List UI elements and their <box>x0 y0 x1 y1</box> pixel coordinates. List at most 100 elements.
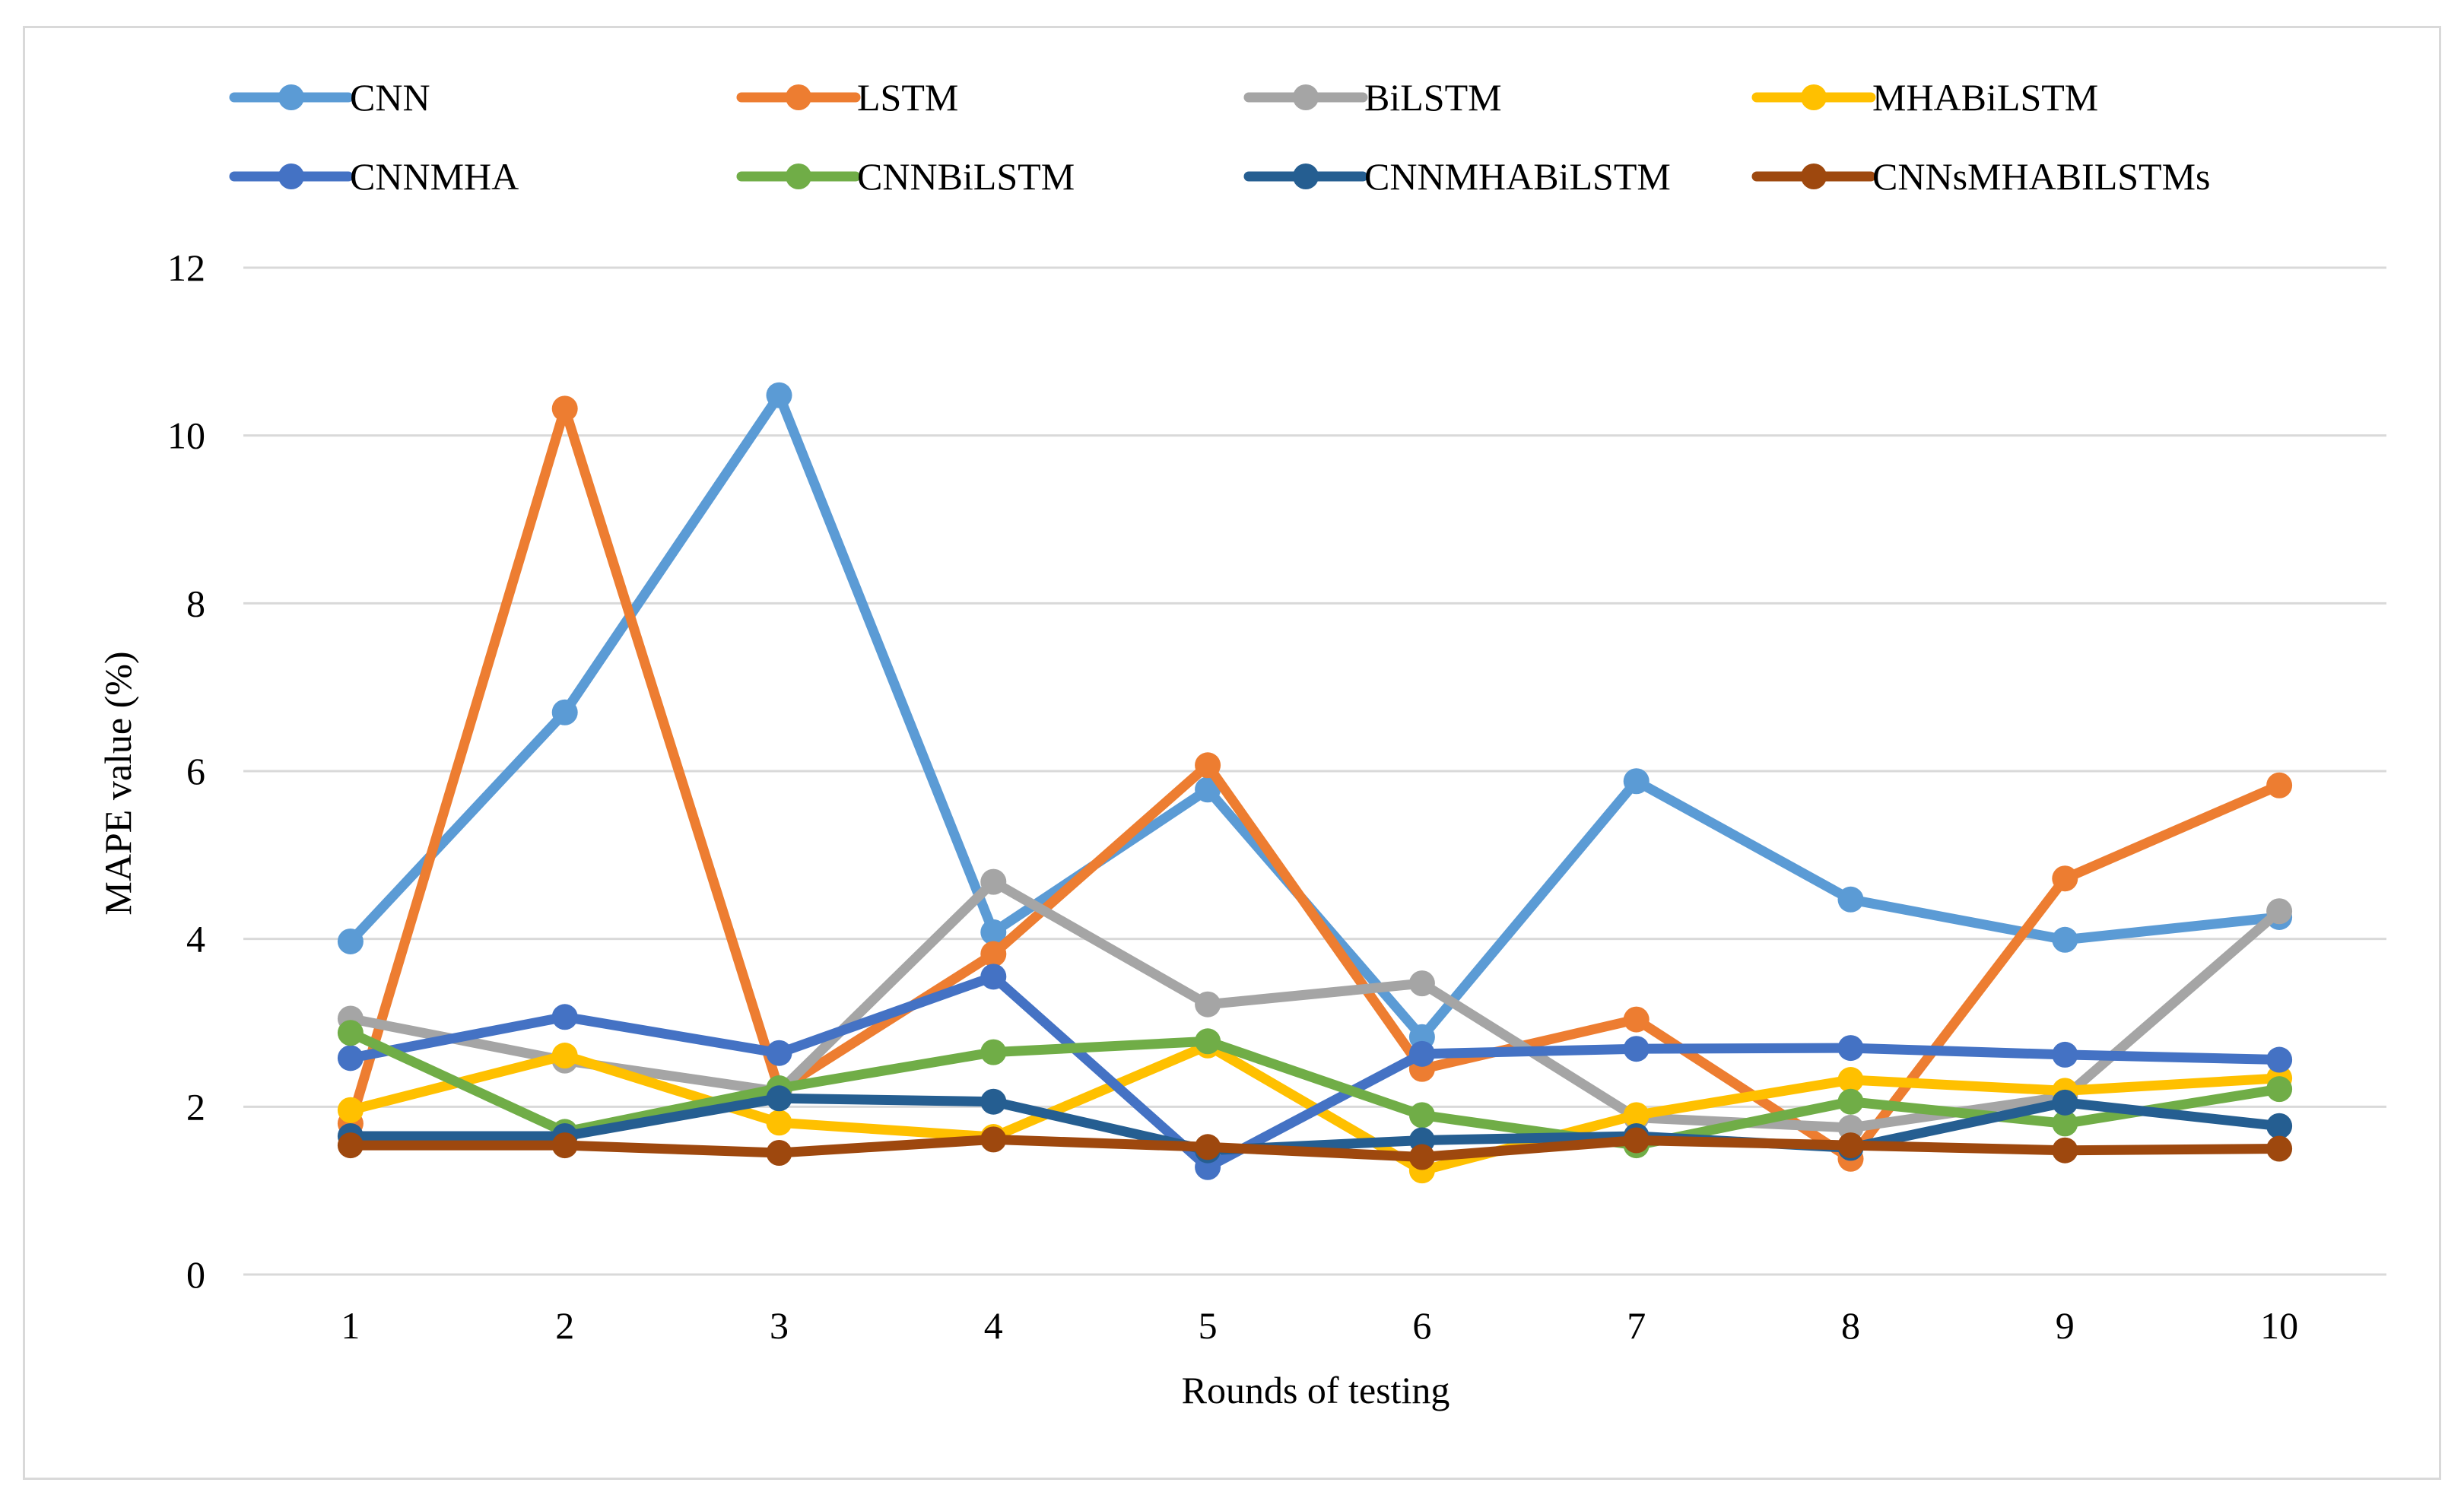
legend-item-cnn: CNN <box>229 76 430 119</box>
data-point <box>980 919 1007 945</box>
series-line <box>345 1134 2285 1163</box>
data-point <box>766 382 792 408</box>
x-tick-label: 7 <box>1627 1304 1646 1347</box>
series-cnn <box>337 382 2293 1050</box>
legend: CNN LSTM BiLSTM MHABiLSTM CNNMHA CNNBiLSTM CNN… <box>229 76 2211 198</box>
data-point <box>2052 1110 2078 1137</box>
x-tick-label: 2 <box>555 1304 574 1347</box>
series-cnnsmhabilstms <box>337 1126 2293 1170</box>
legend-swatch-marker <box>786 84 811 110</box>
legend-label: MHABiLSTM <box>1872 76 2098 119</box>
data-point <box>2052 1137 2078 1164</box>
legend-swatch-marker <box>1293 84 1319 110</box>
data-point <box>1408 1144 1435 1170</box>
data-point <box>551 1004 578 1030</box>
x-tick-label: 10 <box>2260 1304 2298 1347</box>
data-point <box>1623 1036 1650 1062</box>
y-axis-title: MAPE value (%) <box>97 651 139 915</box>
data-point <box>766 1110 792 1136</box>
data-point <box>1195 1134 1221 1160</box>
legend-label: CNNBiLSTM <box>857 155 1075 198</box>
data-point <box>1837 1132 1864 1159</box>
data-point <box>1623 1102 1650 1129</box>
data-point <box>1837 1035 1864 1062</box>
data-point <box>1408 1040 1435 1067</box>
x-tick-label: 5 <box>1199 1304 1218 1347</box>
data-point <box>980 868 1007 895</box>
legend-item-lstm: LSTM <box>736 76 958 119</box>
legend-swatch-marker <box>1801 84 1827 110</box>
data-point <box>2052 926 2078 953</box>
data-point <box>980 941 1007 967</box>
data-point <box>980 964 1007 990</box>
data-point <box>2266 1046 2293 1073</box>
series-line <box>345 971 2285 1173</box>
data-point <box>337 1045 364 1071</box>
legend-label: CNN <box>350 76 430 119</box>
y-tick-label: 10 <box>167 414 205 457</box>
legend-label: LSTM <box>857 76 958 119</box>
data-point <box>2266 1113 2293 1139</box>
data-point <box>1195 1028 1221 1055</box>
data-point <box>1195 991 1221 1018</box>
legend-swatch-marker <box>278 84 304 110</box>
y-tick-label: 0 <box>186 1253 205 1296</box>
data-point <box>337 928 364 954</box>
x-axis-ticks: 1 2 3 4 5 6 7 8 9 10 <box>341 1304 2298 1347</box>
data-point <box>2052 1041 2078 1068</box>
data-point <box>766 1040 792 1066</box>
x-tick-label: 1 <box>341 1304 360 1347</box>
legend-swatch-marker <box>786 163 811 189</box>
series-cnnmha <box>337 964 2293 1180</box>
data-point <box>1837 886 1864 913</box>
series-line <box>345 403 2285 1164</box>
data-point <box>980 1126 1007 1153</box>
data-point <box>1837 1088 1864 1115</box>
data-point <box>337 1097 364 1123</box>
data-point <box>1623 1006 1650 1033</box>
data-point <box>337 1132 364 1159</box>
x-tick-label: 9 <box>2056 1304 2075 1347</box>
data-point <box>980 1088 1007 1115</box>
data-point <box>1623 1127 1650 1154</box>
legend-item-cnnbilstm: CNNBiLSTM <box>736 155 1075 198</box>
data-point <box>551 1132 578 1159</box>
data-point <box>2266 898 2293 925</box>
legend-label: CNNMHABiLSTM <box>1364 155 1671 198</box>
legend-item-cnnmha: CNNMHA <box>229 155 519 198</box>
legend-item-cnnsmhabilstms: CNNsMHABILSTMs <box>1751 155 2211 198</box>
x-tick-label: 6 <box>1412 1304 1431 1347</box>
legend-swatch-marker <box>1293 163 1319 189</box>
y-tick-label: 12 <box>167 246 205 289</box>
data-point <box>766 1085 792 1112</box>
data-point <box>1623 768 1650 795</box>
data-point <box>1408 970 1435 997</box>
chart-frame <box>23 26 2441 1480</box>
legend-swatch-marker <box>1801 163 1827 189</box>
series-line <box>345 390 2285 1043</box>
legend-item-cnnmhabilstm: CNNMHABiLSTM <box>1243 155 1671 198</box>
y-tick-label: 4 <box>186 918 205 960</box>
legend-label: BiLSTM <box>1364 76 1502 119</box>
x-tick-label: 4 <box>984 1304 1003 1347</box>
x-tick-label: 3 <box>770 1304 789 1347</box>
data-point <box>2266 772 2293 798</box>
data-point <box>2052 865 2078 892</box>
legend-swatch-marker <box>278 163 304 189</box>
series-line <box>345 1093 2285 1156</box>
y-tick-label: 6 <box>186 750 205 792</box>
data-point <box>980 1039 1007 1065</box>
data-point <box>2266 1076 2293 1103</box>
data-point <box>1837 1067 1864 1094</box>
data-point <box>2266 1135 2293 1162</box>
legend-label: CNNsMHABILSTMs <box>1872 155 2211 198</box>
x-tick-label: 8 <box>1841 1304 1860 1347</box>
y-tick-label: 2 <box>186 1085 205 1128</box>
data-point <box>551 395 578 422</box>
legend-item-bilstm: BiLSTM <box>1243 76 1502 119</box>
data-point <box>337 1020 364 1046</box>
legend-label: CNNMHA <box>350 155 519 198</box>
data-point <box>1195 752 1221 779</box>
x-axis-title: Rounds of testing <box>1182 1369 1450 1411</box>
